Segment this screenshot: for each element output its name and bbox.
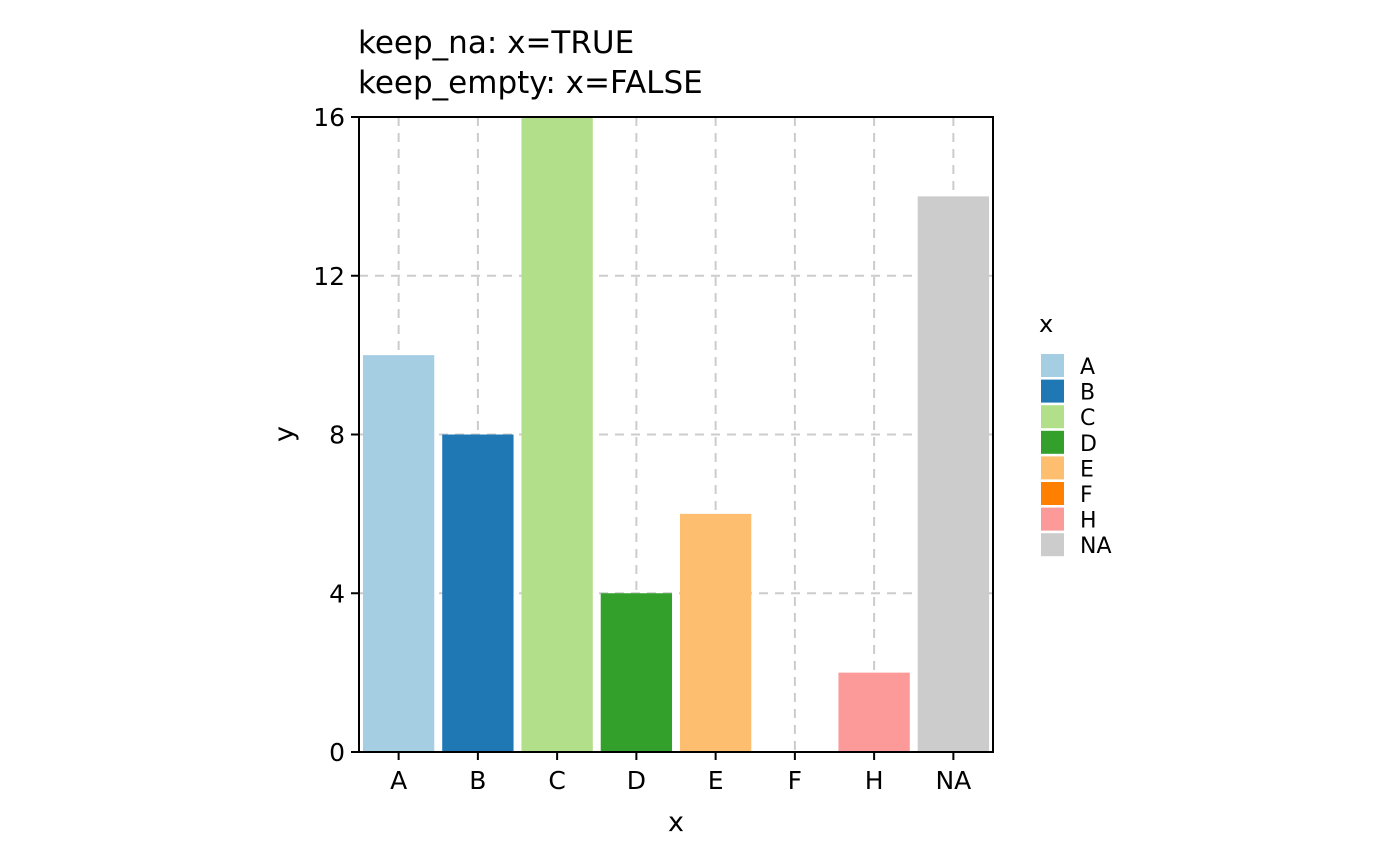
legend-key-c [1041, 405, 1064, 429]
bar-h [838, 672, 910, 752]
legend-label: F [1080, 483, 1093, 508]
legend-key-e [1041, 456, 1064, 480]
y-tick-label: 4 [329, 579, 345, 608]
y-tick-label: 0 [329, 738, 345, 767]
bar-d [600, 593, 673, 752]
bars [362, 117, 990, 752]
legend-label: E [1080, 457, 1094, 482]
bar-a [362, 355, 435, 752]
legend-key-f [1041, 482, 1064, 505]
legend-label: A [1080, 355, 1095, 380]
legend-label: H [1080, 509, 1097, 534]
y-axis-title: y [269, 426, 300, 442]
legend-key-h [1041, 507, 1064, 531]
bar-na [917, 196, 990, 752]
legend-key-b [1041, 379, 1064, 403]
x-axis-title: x [668, 807, 684, 838]
x-tick-label: D [627, 766, 646, 795]
legend-label: C [1080, 406, 1095, 431]
x-tick-label: H [865, 766, 884, 795]
legend-key-d [1041, 430, 1064, 454]
y-tick-label: 12 [313, 262, 345, 291]
x-tick-label: NA [935, 766, 971, 795]
y-tick-label: 16 [313, 103, 345, 132]
bar-c [521, 117, 593, 752]
chart-title-line-2: keep_empty: x=FALSE [358, 65, 703, 101]
legend-title: x [1039, 310, 1053, 338]
x-tick-label: E [708, 766, 724, 795]
bar-e [679, 513, 752, 752]
axes: 0 4 8 12 16 A B C D E F H NA [313, 103, 971, 795]
legend-key-a [1041, 354, 1064, 377]
x-tick-label: F [788, 766, 802, 795]
x-tick-label: C [548, 766, 565, 795]
chart-title-line-1: keep_na: x=TRUE [358, 25, 634, 61]
legend-label: NA [1080, 534, 1112, 559]
x-tick-label: B [469, 766, 486, 795]
legend-label: D [1080, 432, 1097, 457]
legend-key-na [1041, 533, 1064, 557]
x-tick-label: A [390, 766, 407, 795]
bar-b [442, 434, 514, 752]
y-tick-label: 8 [329, 421, 345, 450]
legend-label: B [1080, 381, 1095, 406]
